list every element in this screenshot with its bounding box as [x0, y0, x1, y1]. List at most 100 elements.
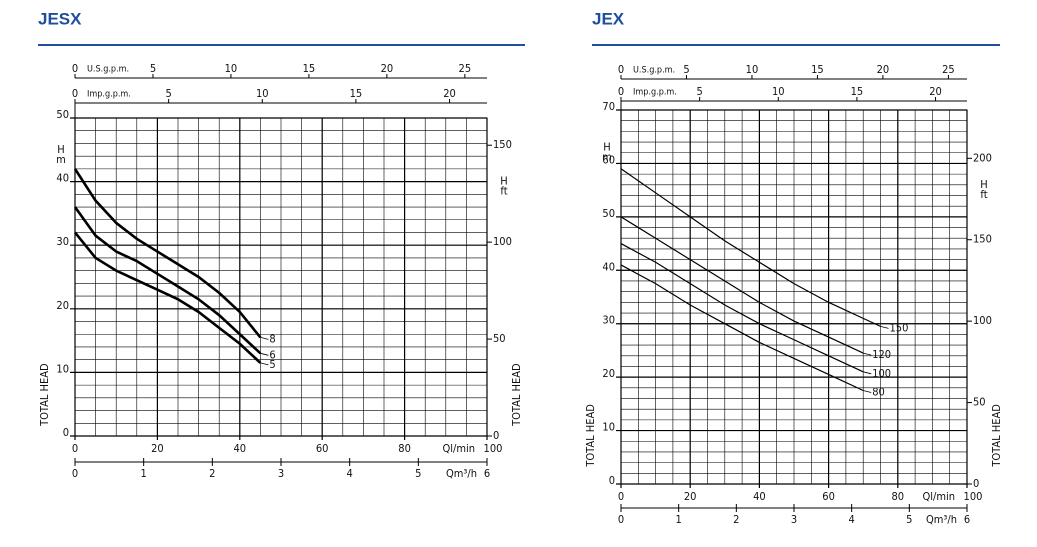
curve-label: 5	[269, 358, 275, 371]
y2-tick-label: 0	[973, 477, 979, 490]
aux-tick-label: 0	[618, 513, 624, 526]
title-rule	[592, 44, 1000, 46]
curve	[73, 206, 262, 355]
aux-axis-label: Imp.g.p.m.	[633, 88, 677, 98]
x-tick-label: 0	[618, 490, 624, 503]
aux-tick-label: 15	[811, 63, 824, 76]
aux-tick-label: 6	[964, 513, 970, 526]
curve-label: 120	[872, 348, 891, 361]
curve-leader	[260, 362, 269, 366]
curve-leader	[863, 371, 872, 375]
aux-tick-label: 5	[906, 513, 912, 526]
aux-tick-label: 2	[733, 513, 739, 526]
aux-tick-label: 20	[929, 85, 942, 98]
curve-label: 100	[872, 367, 891, 380]
aux-tick-label: 5	[150, 62, 156, 75]
y2-unit: ft	[980, 188, 987, 201]
y-tick-label: 60	[602, 153, 615, 166]
y2-unit: H	[500, 175, 507, 188]
curve	[73, 168, 262, 339]
y2-tick-label: 0	[493, 429, 499, 442]
aux-tick-label: 20	[443, 87, 456, 100]
aux-tick-label: 15	[303, 62, 316, 75]
y-tick-label: 40	[56, 172, 69, 185]
aux-tick-label: 2	[209, 467, 215, 480]
y-tick-label: 40	[602, 260, 615, 273]
aux-tick-label: 10	[256, 87, 269, 100]
aux-axis-label: Qm³/h	[446, 467, 477, 480]
aux-tick-label: 4	[849, 513, 855, 526]
aux-tick-label: 0	[72, 87, 78, 100]
aux-tick-label: 0	[72, 467, 78, 480]
y-tick-label: 10	[56, 362, 69, 375]
y-unit: m	[602, 150, 612, 163]
aux-tick-label: 3	[278, 467, 284, 480]
curve-leader	[863, 352, 872, 356]
aux-tick-label: 10	[772, 85, 785, 98]
curve-label: 150	[890, 321, 909, 334]
aux-axis-label: Qm³/h	[926, 513, 957, 526]
x-tick-label: 60	[316, 442, 329, 455]
curve	[73, 231, 262, 364]
y-tick-label: 70	[602, 100, 615, 113]
aux-axis-label: Imp.g.p.m.	[87, 90, 131, 100]
curve-label: 8	[269, 332, 275, 345]
y2-tick-label: 150	[973, 233, 992, 246]
aux-tick-label: 15	[350, 87, 363, 100]
aux-tick-label: 0	[72, 62, 78, 75]
y-tick-label: 30	[602, 314, 615, 327]
y2-tick-label: 100	[493, 235, 512, 248]
aux-tick-label: 6	[484, 467, 490, 480]
y-unit: H	[57, 143, 64, 156]
curve-leader	[260, 337, 269, 340]
y-tick-label: 50	[56, 108, 69, 121]
y2-tick-label: 200	[973, 151, 992, 164]
aux-tick-label: 5	[165, 87, 171, 100]
curve-label: 6	[269, 348, 275, 361]
chart-title: JESX	[38, 9, 82, 28]
x-tick-label: 60	[822, 490, 835, 503]
x-tick-label: 40	[753, 490, 766, 503]
curve	[620, 264, 864, 392]
curve	[620, 168, 881, 327]
y2-unit: ft	[500, 185, 507, 198]
aux-tick-label: 25	[942, 63, 955, 76]
aux-tick-label: 25	[459, 62, 472, 75]
x-tick-label: 40	[234, 442, 247, 455]
curve-label: 80	[872, 386, 885, 399]
aux-tick-label: 5	[696, 85, 702, 98]
curve	[620, 216, 864, 354]
aux-tick-label: 5	[415, 467, 421, 480]
aux-tick-label: 10	[746, 63, 759, 76]
y-unit: m	[56, 153, 66, 166]
aux-tick-label: 0	[618, 85, 624, 98]
y2-tick-label: 50	[493, 332, 506, 345]
y-tick-label: 20	[602, 367, 615, 380]
y2-tick-label: 50	[973, 396, 986, 409]
aux-tick-label: 0	[618, 63, 624, 76]
aux-tick-label: 20	[877, 63, 890, 76]
aux-tick-label: 1	[676, 513, 682, 526]
y-unit: H	[603, 140, 610, 153]
y2-axis-label: TOTAL HEAD	[510, 363, 523, 427]
x-axis-label: Ql/min	[442, 442, 475, 455]
y2-axis-label: TOTAL HEAD	[990, 404, 1003, 468]
y2-tick-label: 100	[973, 314, 992, 327]
x-tick-label: 0	[72, 442, 78, 455]
aux-tick-label: 3	[791, 513, 797, 526]
curve-leader	[880, 325, 889, 329]
aux-tick-label: 5	[683, 63, 689, 76]
x-tick-label: 20	[684, 490, 697, 503]
y2-unit: H	[980, 178, 987, 191]
curve-leader	[260, 352, 269, 356]
y-tick-label: 10	[602, 421, 615, 434]
aux-tick-label: 10	[225, 62, 238, 75]
y-tick-label: 50	[602, 207, 615, 220]
aux-axis-label: U.S.g.p.m.	[87, 65, 129, 75]
chart-title: JEX	[592, 9, 625, 28]
x-tick-label: 100	[484, 442, 503, 455]
x-tick-label: 80	[398, 442, 411, 455]
aux-tick-label: 4	[347, 467, 353, 480]
aux-tick-label: 1	[141, 467, 147, 480]
